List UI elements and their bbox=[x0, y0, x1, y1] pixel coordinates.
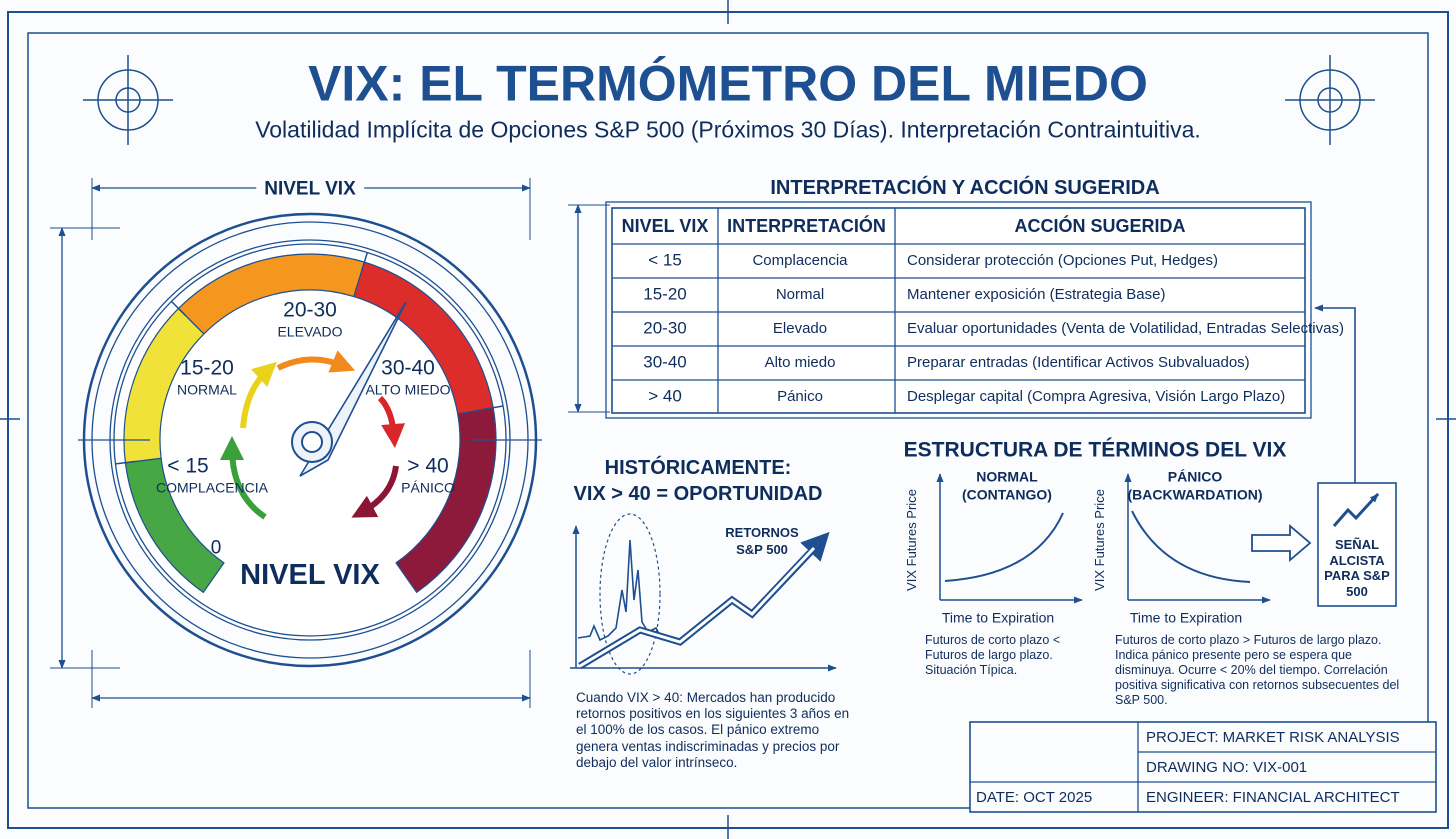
y-axis-label: VIX Futures Price bbox=[903, 489, 919, 591]
y-axis-label: VIX Futures Price bbox=[1091, 489, 1107, 591]
gauge-tick bbox=[483, 405, 504, 411]
zone-arrow bbox=[351, 465, 399, 518]
zone-range: 20-30 bbox=[283, 298, 337, 322]
gauge-tick bbox=[170, 300, 187, 317]
table-cell: Pánico bbox=[777, 387, 823, 405]
zone-range: 30-40 bbox=[381, 356, 435, 380]
panel-note: Futuros de corto plazo < Futuros de larg… bbox=[925, 633, 1061, 677]
x-axis-label: Time to Expiration bbox=[941, 609, 1055, 626]
chart-label: RETORNOS bbox=[725, 524, 799, 540]
engineer-label: ENGINEER: FINANCIAL ARCHITECT bbox=[1146, 788, 1400, 806]
zone-range: 15-20 bbox=[180, 356, 234, 380]
zone-arrow bbox=[276, 350, 356, 373]
zone-arrow bbox=[240, 361, 277, 429]
zone-label: ALTO MIEDO bbox=[365, 381, 451, 398]
drawing-label: DRAWING NO: VIX-001 bbox=[1146, 758, 1308, 776]
term-curve bbox=[944, 512, 1064, 582]
table-cell: Normal bbox=[775, 285, 825, 303]
zone-label: ELEVADO bbox=[277, 323, 343, 340]
zone-arrow bbox=[220, 436, 267, 520]
table-cell: 30-40 bbox=[643, 352, 687, 372]
gauge-hub bbox=[301, 431, 323, 453]
term-title: ESTRUCTURA DE TÉRMINOS DEL VIX bbox=[903, 438, 1287, 462]
gauge-tick bbox=[115, 460, 136, 465]
zone-label: COMPLACENCIA bbox=[155, 479, 269, 496]
zone-arrow bbox=[377, 395, 406, 448]
gauge-top-label: NIVEL VIX bbox=[256, 179, 364, 201]
table-cell: 15-20 bbox=[643, 284, 687, 304]
zone-label: PÁNICO bbox=[401, 479, 455, 496]
gauge-tick bbox=[360, 252, 369, 272]
panel-title: PÁNICO bbox=[1167, 468, 1223, 485]
historical-title: HISTÓRICAMENTE: bbox=[604, 457, 792, 479]
date-label: DATE: OCT 2025 bbox=[976, 788, 1093, 806]
zone-range: < 15 bbox=[167, 454, 209, 478]
inner-frame bbox=[27, 32, 1429, 809]
table-cell: Elevado bbox=[772, 319, 828, 337]
table-cell: Considerar protección (Opciones Put, Hed… bbox=[907, 251, 1218, 269]
zone-range: > 40 bbox=[407, 454, 449, 478]
table-title: INTERPRETACIÓN Y ACCIÓN SUGERIDA bbox=[770, 177, 1160, 199]
table-cell: < 15 bbox=[648, 250, 682, 270]
returns-arrow bbox=[578, 531, 830, 670]
gauge-zero: 0 bbox=[210, 537, 222, 559]
chart-label: S&P 500 bbox=[736, 541, 788, 557]
highlight-ellipse bbox=[599, 513, 661, 675]
panel-note: Futuros de corto plazo > Futuros de larg… bbox=[1115, 633, 1400, 707]
returns-arrow-inner bbox=[579, 546, 816, 668]
connector-arrow bbox=[1314, 304, 1356, 483]
gauge-bottom-label: NIVEL VIX bbox=[240, 559, 380, 592]
table-header: NIVEL VIX bbox=[621, 216, 709, 237]
panel-subtitle: (CONTANGO) bbox=[962, 486, 1052, 503]
subtitle: Volatilidad Implícita de Opciones S&P 50… bbox=[255, 116, 1201, 143]
table-frame bbox=[611, 207, 1306, 414]
title-block bbox=[969, 721, 1437, 813]
table-cell: Desplegar capital (Compra Agresiva, Visi… bbox=[907, 387, 1286, 405]
term-curve bbox=[1131, 510, 1251, 583]
title: VIX: EL TERMÓMETRO DEL MIEDO bbox=[308, 55, 1148, 112]
vix-spike-line bbox=[577, 539, 663, 642]
table-cell: 20-30 bbox=[643, 318, 687, 338]
table-outer bbox=[605, 201, 1312, 419]
table-cell: Mantener exposición (Estrategia Base) bbox=[907, 285, 1166, 303]
hollow-arrow bbox=[1251, 524, 1312, 562]
table-cell: Evaluar oportunidades (Venta de Volatili… bbox=[907, 319, 1344, 337]
table-header: INTERPRETACIÓN bbox=[727, 216, 886, 237]
table-cell: Preparar entradas (Identificar Activos S… bbox=[907, 353, 1250, 371]
table-cell: > 40 bbox=[648, 386, 682, 406]
table-header: ACCIÓN SUGERIDA bbox=[1014, 216, 1186, 237]
signal-box bbox=[1317, 482, 1397, 607]
table-cell: Complacencia bbox=[752, 251, 848, 269]
historical-subtitle: VIX > 40 = OPORTUNIDAD bbox=[573, 483, 823, 505]
panel-subtitle: (BACKWARDATION) bbox=[1127, 486, 1263, 503]
project-label: PROJECT: MARKET RISK ANALYSIS bbox=[1146, 728, 1400, 746]
zone-label: NORMAL bbox=[177, 381, 237, 398]
historical-note: Cuando VIX > 40: Mercados han producido … bbox=[576, 690, 850, 770]
signal-text: SEÑAL ALCISTA PARA S&P 500 bbox=[1324, 536, 1390, 599]
gauge-zone bbox=[395, 407, 497, 594]
x-axis-label: Time to Expiration bbox=[1129, 609, 1243, 626]
signal-icon bbox=[1332, 492, 1380, 527]
panel-title: NORMAL bbox=[976, 468, 1038, 485]
table-cell: Alto miedo bbox=[764, 353, 836, 371]
